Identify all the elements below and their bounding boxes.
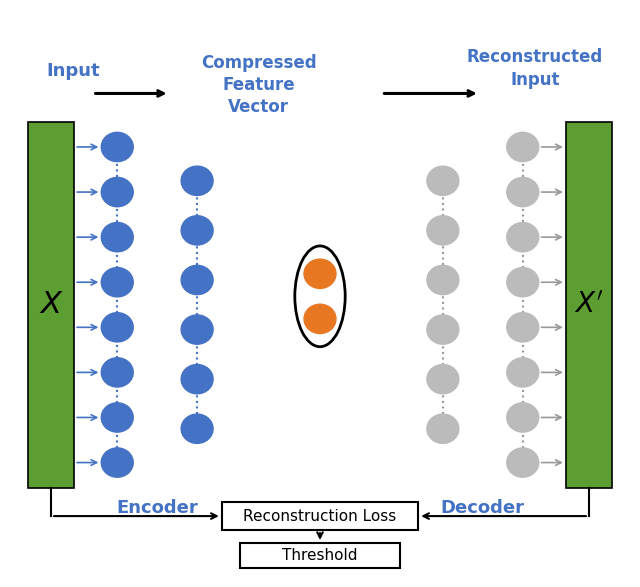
Text: $X$: $X$ bbox=[39, 290, 63, 319]
Circle shape bbox=[507, 313, 539, 342]
Circle shape bbox=[181, 166, 213, 195]
Circle shape bbox=[507, 222, 539, 252]
Circle shape bbox=[427, 216, 459, 245]
Circle shape bbox=[427, 265, 459, 295]
Circle shape bbox=[181, 365, 213, 394]
Text: Threshold: Threshold bbox=[282, 548, 358, 563]
Text: Reconstructed
Input: Reconstructed Input bbox=[467, 48, 603, 89]
Circle shape bbox=[507, 403, 539, 432]
Circle shape bbox=[181, 414, 213, 443]
Circle shape bbox=[427, 166, 459, 195]
Circle shape bbox=[304, 259, 336, 288]
Text: Compressed
Feature
Vector: Compressed Feature Vector bbox=[201, 54, 316, 116]
Circle shape bbox=[101, 222, 133, 252]
Circle shape bbox=[101, 313, 133, 342]
Circle shape bbox=[101, 448, 133, 477]
Ellipse shape bbox=[295, 246, 345, 347]
FancyBboxPatch shape bbox=[28, 122, 74, 488]
Circle shape bbox=[507, 357, 539, 387]
Text: Input: Input bbox=[47, 62, 100, 80]
Circle shape bbox=[507, 132, 539, 161]
Circle shape bbox=[427, 414, 459, 443]
Circle shape bbox=[181, 265, 213, 295]
Circle shape bbox=[101, 403, 133, 432]
FancyBboxPatch shape bbox=[221, 502, 419, 530]
Text: Decoder: Decoder bbox=[441, 499, 525, 517]
Circle shape bbox=[181, 216, 213, 245]
Circle shape bbox=[507, 268, 539, 297]
Circle shape bbox=[101, 357, 133, 387]
Circle shape bbox=[101, 132, 133, 161]
Text: Encoder: Encoder bbox=[116, 499, 198, 517]
Circle shape bbox=[101, 268, 133, 297]
Circle shape bbox=[181, 315, 213, 344]
Text: Reconstruction Loss: Reconstruction Loss bbox=[243, 508, 397, 524]
Circle shape bbox=[507, 448, 539, 477]
FancyBboxPatch shape bbox=[240, 543, 400, 568]
Circle shape bbox=[507, 177, 539, 207]
Circle shape bbox=[101, 177, 133, 207]
Circle shape bbox=[427, 315, 459, 344]
Circle shape bbox=[304, 304, 336, 333]
FancyBboxPatch shape bbox=[566, 122, 612, 488]
Circle shape bbox=[427, 365, 459, 394]
Text: $X'$: $X'$ bbox=[574, 291, 604, 319]
Circle shape bbox=[297, 581, 343, 587]
